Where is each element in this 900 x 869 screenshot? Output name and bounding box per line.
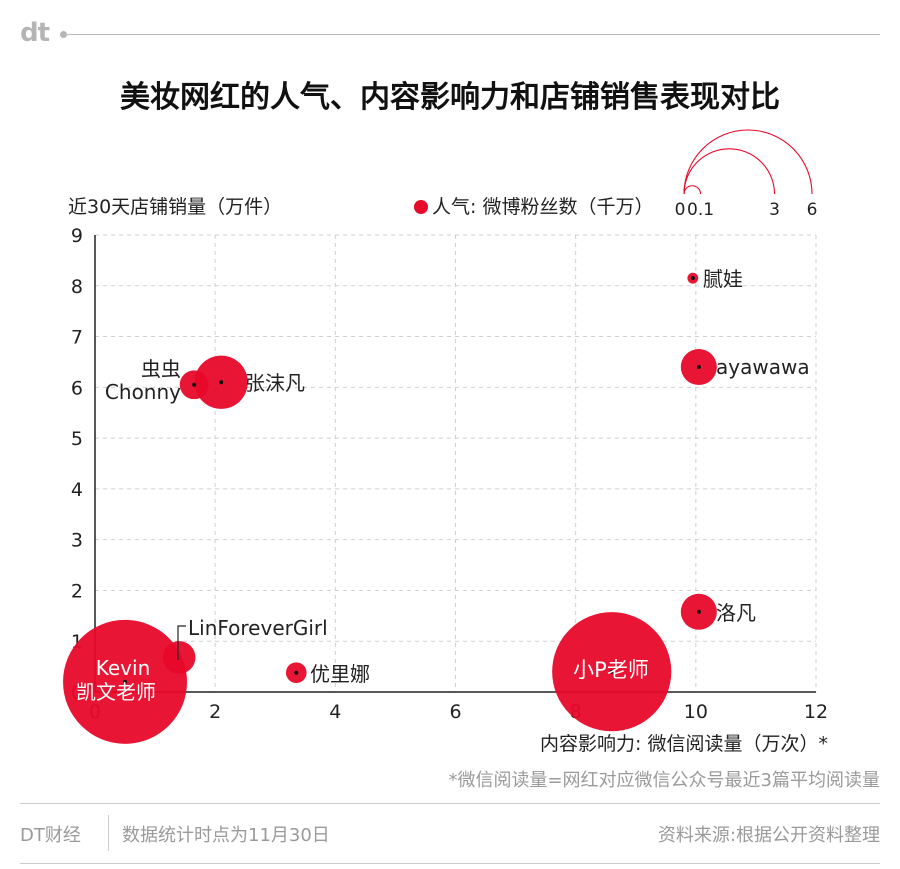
label-kevin-line1: Kevin: [96, 656, 151, 680]
legend-arc-2: [683, 148, 776, 195]
y-axis-title: 近30天店铺销量（万件）: [68, 196, 282, 218]
header-rule: [62, 34, 880, 35]
y-tick-label-6: 6: [71, 377, 83, 399]
bubble-center-4: [696, 609, 701, 614]
y-tick-label-9: 9: [71, 225, 83, 247]
label-linforevergirl: LinForeverGirl: [188, 616, 328, 640]
x-axis-title: 内容影响力: 微信阅读量（万次）*: [540, 733, 828, 755]
bubble-center-0: [690, 276, 695, 281]
label-zhangmofan: 张沫凡: [245, 371, 305, 395]
y-tick-label-7: 7: [71, 327, 83, 349]
y-tick-label-5: 5: [71, 428, 83, 450]
bubble-center-7: [609, 669, 614, 674]
bubble-chart: 0123456789024681012 近30天店铺销量（万件） 内容影响力: …: [63, 129, 880, 791]
bubble-center-3: [192, 382, 197, 387]
leader-line-linforevergirl: [177, 625, 186, 660]
bubble-center-2: [219, 380, 224, 385]
x-tick-label-10: 10: [684, 701, 708, 723]
brand-logo: dt: [20, 18, 50, 48]
legend-arc-3: [683, 129, 813, 195]
footer-data-source: 资料来源:根据公开资料整理: [657, 825, 880, 846]
label-chongchong-line1: 虫虫: [141, 357, 181, 381]
x-tick-label-2: 2: [209, 701, 221, 723]
label-xiaop: 小P老师: [573, 658, 649, 682]
y-tick-label-8: 8: [71, 276, 83, 298]
x-tick-label-4: 4: [329, 701, 341, 723]
label-ayawawa: ayawawa: [716, 355, 810, 379]
footer-top-rule: [20, 803, 880, 804]
axes: [94, 235, 816, 693]
legend-tick-3: 6: [807, 200, 818, 220]
footer-divider: [108, 815, 109, 851]
bubbles: [63, 272, 717, 744]
x-tick-label-6: 6: [449, 701, 461, 723]
size-legend-ticks: 0 0.1 3 6: [675, 200, 818, 220]
label-chongchong-line2: Chonny: [105, 380, 181, 404]
legend-tick-0: 0: [675, 200, 686, 220]
y-tick-label-2: 2: [71, 580, 83, 602]
bubble-center-8: [123, 679, 128, 684]
size-legend-arcs: [683, 129, 813, 195]
y-tick-label-4: 4: [71, 479, 83, 501]
label-kevin-line2: 凯文老师: [76, 680, 156, 704]
label-youlina: 优里娜: [310, 662, 370, 686]
label-niwa: 腻娃: [703, 267, 743, 291]
grid-lines: [95, 234, 817, 692]
footer-brand: DT财经: [20, 825, 81, 846]
footnote: *微信阅读量=网红对应微信公众号最近3篇平均阅读量: [448, 770, 880, 791]
y-tick-label-3: 3: [71, 530, 83, 552]
x-tick-label-12: 12: [804, 701, 828, 723]
bubble-center-1: [696, 365, 701, 370]
legend-tick-2: 3: [769, 200, 780, 220]
legend-dot: [414, 200, 428, 214]
chart-title: 美妆网红的人气、内容影响力和店铺销售表现对比: [120, 80, 780, 115]
footer-stat-time: 数据统计时点为11月30日: [122, 825, 330, 846]
label-luofan: 洛凡: [716, 601, 756, 625]
legend-tick-1: 0.1: [687, 200, 714, 220]
bubble-center-6: [294, 670, 299, 675]
footer-bottom-rule: [20, 863, 880, 864]
tick-labels: 0123456789024681012: [71, 225, 828, 723]
legend-arc-1: [683, 185, 702, 195]
legend-label: 人气: 微博粉丝数（千万）: [432, 196, 653, 218]
